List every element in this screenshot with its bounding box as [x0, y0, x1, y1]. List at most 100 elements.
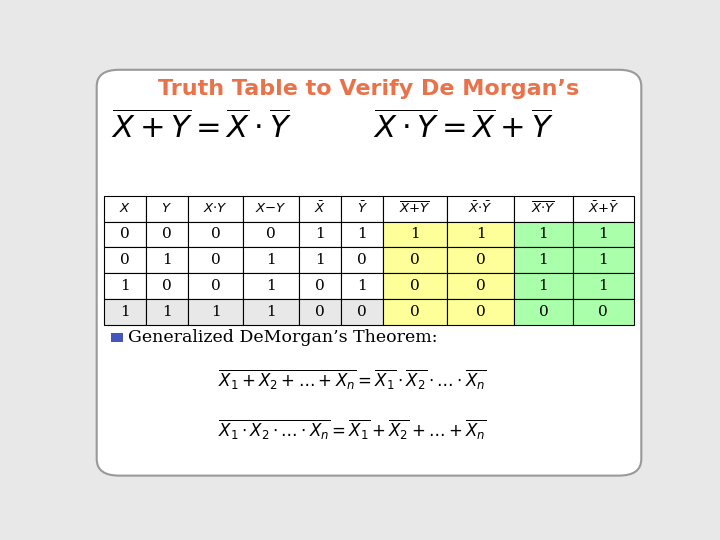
Text: 1: 1 — [357, 227, 367, 241]
Bar — [514, 247, 572, 273]
Text: 0: 0 — [598, 305, 608, 319]
Text: 1: 1 — [266, 279, 276, 293]
Bar — [243, 299, 300, 325]
Bar — [341, 273, 383, 299]
Bar — [145, 221, 188, 247]
Bar — [572, 196, 634, 221]
Text: 1: 1 — [315, 253, 325, 267]
Text: 1: 1 — [539, 227, 548, 241]
Bar — [447, 273, 514, 299]
Bar — [300, 299, 341, 325]
Bar — [104, 273, 145, 299]
Text: 0: 0 — [410, 305, 420, 319]
Text: $\overline{X \cdot Y} = \overline{X} + \overline{Y}$: $\overline{X \cdot Y} = \overline{X} + \… — [374, 111, 554, 145]
Text: 1: 1 — [120, 305, 130, 319]
Text: $\bar{X}{\cdot}\bar{Y}$: $\bar{X}{\cdot}\bar{Y}$ — [468, 201, 493, 217]
Bar — [104, 247, 145, 273]
Bar — [572, 273, 634, 299]
Bar — [383, 299, 447, 325]
Text: 0: 0 — [476, 253, 485, 267]
Text: 0: 0 — [410, 253, 420, 267]
Text: $\overline{X{\cdot}Y}$: $\overline{X{\cdot}Y}$ — [531, 201, 556, 217]
Bar — [243, 196, 300, 221]
Bar — [243, 221, 300, 247]
Bar — [572, 247, 634, 273]
Text: 1: 1 — [120, 279, 130, 293]
Text: 0: 0 — [266, 227, 276, 241]
Text: $\bar{X}$: $\bar{X}$ — [314, 201, 326, 217]
Text: 1: 1 — [539, 279, 548, 293]
Bar — [188, 221, 243, 247]
Text: 0: 0 — [539, 305, 548, 319]
Text: 0: 0 — [120, 227, 130, 241]
Bar — [383, 221, 447, 247]
Text: $\overline{X{+}Y}$: $\overline{X{+}Y}$ — [399, 201, 431, 217]
Text: 0: 0 — [120, 253, 130, 267]
Bar — [447, 299, 514, 325]
Text: 0: 0 — [162, 279, 171, 293]
Text: 1: 1 — [211, 305, 220, 319]
Text: 1: 1 — [266, 253, 276, 267]
Bar — [243, 273, 300, 299]
Bar — [383, 247, 447, 273]
Text: $X$: $X$ — [119, 202, 131, 215]
Bar — [514, 273, 572, 299]
Text: 1: 1 — [598, 227, 608, 241]
Text: $X{\cdot}Y$: $X{\cdot}Y$ — [203, 202, 228, 215]
Text: 0: 0 — [476, 279, 485, 293]
Text: 0: 0 — [476, 305, 485, 319]
Text: Generalized DeMorgan’s Theorem:: Generalized DeMorgan’s Theorem: — [128, 329, 438, 346]
Bar — [341, 196, 383, 221]
Text: 1: 1 — [598, 253, 608, 267]
Bar — [243, 247, 300, 273]
Bar — [188, 299, 243, 325]
FancyBboxPatch shape — [96, 70, 642, 476]
Bar — [104, 196, 145, 221]
Bar — [447, 221, 514, 247]
Text: 1: 1 — [162, 253, 171, 267]
Bar — [572, 299, 634, 325]
Bar — [300, 221, 341, 247]
Bar — [188, 273, 243, 299]
Text: $\overline{X + Y} = \overline{X} \cdot \overline{Y}$: $\overline{X + Y} = \overline{X} \cdot \… — [111, 111, 292, 145]
Bar — [145, 196, 188, 221]
Text: $\bar{Y}$: $\bar{Y}$ — [356, 201, 367, 217]
Bar — [300, 247, 341, 273]
Text: Truth Table to Verify De Morgan’s: Truth Table to Verify De Morgan’s — [158, 79, 580, 99]
Text: $\overline{X_1 + X_2 + \ldots + X_n} = \overline{X_1} \cdot \overline{X_2} \cdot: $\overline{X_1 + X_2 + \ldots + X_n} = \… — [218, 367, 487, 391]
Bar — [447, 247, 514, 273]
Text: 0: 0 — [315, 279, 325, 293]
Text: 1: 1 — [266, 305, 276, 319]
Bar — [514, 221, 572, 247]
Bar — [514, 299, 572, 325]
Bar — [104, 299, 145, 325]
Bar — [188, 196, 243, 221]
Text: 0: 0 — [357, 305, 367, 319]
Text: $X{-}Y$: $X{-}Y$ — [256, 202, 287, 215]
Text: 1: 1 — [476, 227, 485, 241]
Bar — [341, 221, 383, 247]
Bar — [447, 196, 514, 221]
Text: 0: 0 — [211, 227, 220, 241]
Text: 1: 1 — [410, 227, 420, 241]
Text: $Y$: $Y$ — [161, 202, 172, 215]
Bar — [514, 196, 572, 221]
Text: 0: 0 — [162, 227, 171, 241]
Bar — [104, 221, 145, 247]
Bar — [300, 273, 341, 299]
Bar — [341, 299, 383, 325]
Text: 1: 1 — [162, 305, 171, 319]
Text: 1: 1 — [357, 279, 367, 293]
Text: 1: 1 — [315, 227, 325, 241]
Bar — [341, 247, 383, 273]
Bar — [188, 247, 243, 273]
Text: 0: 0 — [410, 279, 420, 293]
Bar — [145, 247, 188, 273]
Text: 0: 0 — [315, 305, 325, 319]
Bar — [111, 333, 124, 342]
Bar — [300, 196, 341, 221]
Text: 0: 0 — [211, 253, 220, 267]
Text: 0: 0 — [211, 279, 220, 293]
Text: 1: 1 — [598, 279, 608, 293]
Bar — [145, 273, 188, 299]
